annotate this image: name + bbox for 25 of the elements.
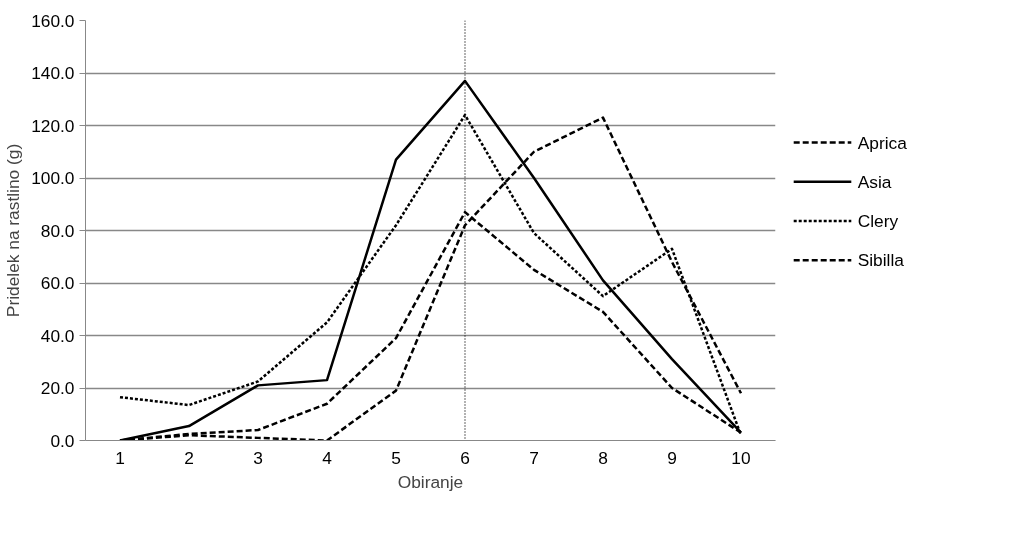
x-axis-title: Obiranje	[397, 471, 464, 492]
y-tick-label: 40.0	[40, 325, 75, 346]
y-tick-label: 0.0	[50, 430, 75, 451]
y-tick-label: 60.0	[40, 273, 75, 293]
x-tick-label: 2	[184, 447, 194, 468]
x-tick-label: 9	[667, 447, 677, 468]
x-tick-label: 4	[322, 447, 333, 468]
x-tick-label: 6	[460, 447, 470, 468]
x-tick-label: 7	[529, 447, 539, 468]
y-tick-label: 140.0	[31, 63, 75, 83]
y-tick-label: 120.0	[31, 115, 75, 136]
y-tick-label: 100.0	[31, 168, 75, 188]
y-tick-label: 80.0	[40, 220, 75, 241]
y-tick-label: 20.0	[40, 378, 75, 398]
y-tick-label: 160.0	[31, 10, 75, 31]
legend-label: Clery	[857, 211, 899, 232]
x-tick-label: 10	[731, 447, 751, 468]
legend-label: Sibilla	[857, 250, 905, 271]
x-tick-label: 1	[115, 447, 125, 468]
x-tick-label: 5	[391, 447, 401, 468]
legend-label: Asia	[857, 171, 892, 192]
legend-label: Aprica	[857, 132, 908, 153]
x-tick-label: 8	[598, 447, 608, 468]
y-axis-title: Pridelek na rastlino (g)	[3, 143, 24, 318]
x-tick-label: 3	[253, 447, 263, 468]
